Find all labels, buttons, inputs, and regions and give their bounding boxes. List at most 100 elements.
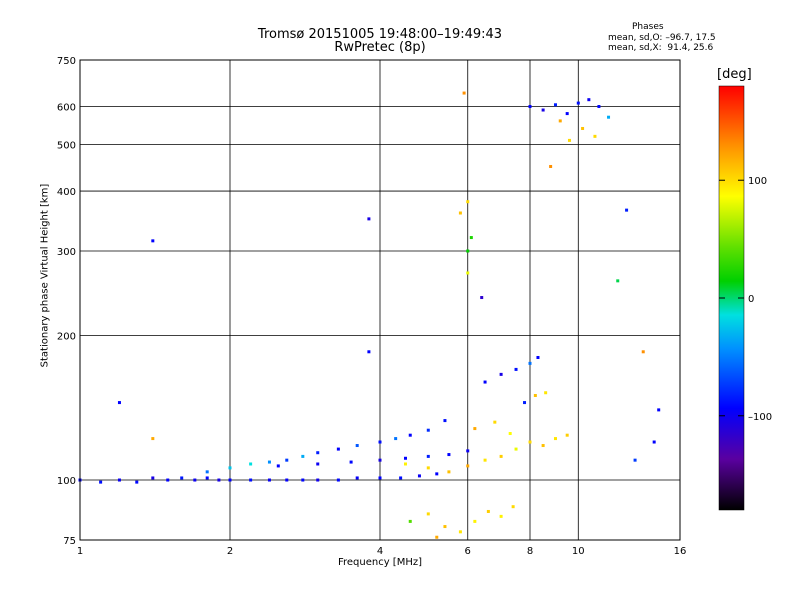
data-point xyxy=(426,466,430,470)
data-point xyxy=(493,420,497,424)
data-point xyxy=(549,164,553,168)
data-point xyxy=(447,470,451,474)
data-point xyxy=(378,458,382,462)
data-point xyxy=(533,394,537,398)
data-point xyxy=(435,535,439,539)
data-point xyxy=(417,474,421,478)
data-point xyxy=(593,134,597,138)
data-point xyxy=(536,355,540,359)
data-point xyxy=(499,372,503,376)
data-point xyxy=(408,433,412,437)
y-tick-label: 200 xyxy=(57,332,76,343)
data-point xyxy=(597,105,601,109)
data-point xyxy=(166,478,170,482)
data-point xyxy=(301,454,305,458)
data-point xyxy=(336,447,340,451)
x-tick-label: 6 xyxy=(465,546,471,557)
data-point xyxy=(426,454,430,458)
data-point xyxy=(523,401,527,405)
x-tick-label: 8 xyxy=(527,546,533,557)
data-point xyxy=(193,478,197,482)
data-point xyxy=(565,112,569,116)
y-tick-label: 500 xyxy=(57,141,76,152)
data-point xyxy=(466,271,470,275)
data-point xyxy=(349,460,353,464)
data-point xyxy=(641,350,645,354)
y-tick-label: 75 xyxy=(63,536,76,547)
data-point xyxy=(458,211,462,215)
data-point xyxy=(443,419,447,423)
x-tick-label: 10 xyxy=(572,546,585,557)
data-points xyxy=(78,91,661,539)
data-point xyxy=(367,350,371,354)
data-point xyxy=(528,440,532,444)
data-point xyxy=(378,440,382,444)
data-point xyxy=(541,108,545,112)
data-point xyxy=(316,478,320,482)
data-point xyxy=(228,466,232,470)
data-point xyxy=(587,98,591,102)
data-point xyxy=(180,476,184,480)
data-point xyxy=(151,476,155,480)
chart-subtitle: RwPretec (8p) xyxy=(334,40,426,55)
data-point xyxy=(435,472,439,476)
data-point xyxy=(135,480,139,484)
data-point xyxy=(499,514,503,518)
data-point xyxy=(426,512,430,516)
data-point xyxy=(483,458,487,462)
data-point xyxy=(486,509,490,513)
chart-title: Tromsø 20151005 19:48:00–19:49:43 xyxy=(257,27,503,42)
data-point xyxy=(205,470,209,474)
data-point xyxy=(499,454,503,458)
data-point xyxy=(581,126,585,130)
data-point xyxy=(117,401,121,405)
data-point xyxy=(228,478,232,482)
data-point xyxy=(205,476,209,480)
data-point xyxy=(514,367,518,371)
y-tick-label: 400 xyxy=(57,187,76,198)
data-point xyxy=(249,478,253,482)
data-point xyxy=(378,476,382,480)
data-point xyxy=(480,296,484,300)
y-tick-label: 750 xyxy=(57,56,76,67)
plot-grid xyxy=(80,60,680,540)
data-point xyxy=(151,437,155,441)
data-point xyxy=(367,217,371,221)
data-point xyxy=(355,476,359,480)
data-point xyxy=(316,462,320,466)
data-point xyxy=(657,408,661,412)
data-point xyxy=(267,478,271,482)
data-point xyxy=(576,101,580,105)
y-tick-label: 300 xyxy=(57,247,76,258)
phases-heading: Phases xyxy=(632,22,664,32)
data-point xyxy=(473,427,477,431)
data-point xyxy=(458,530,462,534)
y-axis-label: Stationary phase Virtual Height [km] xyxy=(39,183,51,368)
colorbar-tick-label: 100 xyxy=(748,176,767,187)
data-point xyxy=(553,103,557,107)
data-point xyxy=(151,239,155,243)
data-point xyxy=(316,451,320,455)
data-point xyxy=(249,462,253,466)
data-point xyxy=(528,361,532,365)
data-point xyxy=(403,456,407,460)
colorbar-unit: [deg] xyxy=(717,67,752,82)
data-point xyxy=(117,478,121,482)
data-point xyxy=(466,464,470,468)
x-tick-label: 4 xyxy=(377,546,383,557)
data-point xyxy=(394,437,398,441)
data-point xyxy=(399,476,403,480)
data-point xyxy=(285,458,289,462)
data-point xyxy=(567,138,571,142)
data-point xyxy=(511,505,515,509)
data-point xyxy=(466,449,470,453)
x-tick-label: 1 xyxy=(77,546,83,557)
data-point xyxy=(301,478,305,482)
data-point xyxy=(565,433,569,437)
data-point xyxy=(558,119,562,123)
data-point xyxy=(408,519,412,523)
data-point xyxy=(625,208,629,212)
data-point xyxy=(462,91,466,95)
data-point xyxy=(633,458,637,462)
